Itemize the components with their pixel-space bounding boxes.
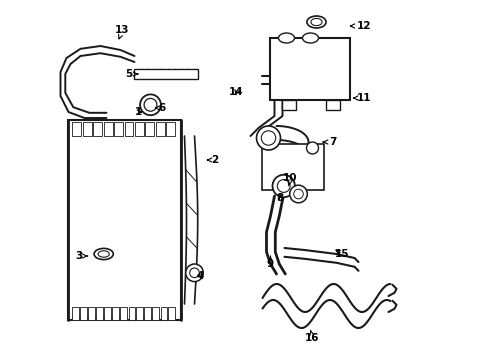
Text: 14: 14: [229, 87, 244, 97]
Ellipse shape: [278, 33, 294, 43]
Bar: [136, 307, 143, 320]
Bar: [93, 122, 102, 136]
Bar: [160, 307, 167, 320]
Bar: [120, 307, 127, 320]
Circle shape: [140, 94, 161, 115]
Text: 11: 11: [353, 93, 371, 103]
Text: 12: 12: [350, 21, 371, 31]
Text: 8: 8: [276, 193, 284, 203]
Text: 3: 3: [75, 251, 87, 261]
Bar: [134, 69, 198, 79]
Circle shape: [289, 185, 306, 203]
Bar: [88, 307, 95, 320]
Bar: [145, 122, 154, 136]
Circle shape: [189, 268, 199, 278]
Ellipse shape: [98, 251, 109, 257]
Bar: [168, 307, 175, 320]
Ellipse shape: [306, 16, 325, 28]
Text: 6: 6: [155, 103, 166, 113]
Bar: [152, 307, 159, 320]
Text: 7: 7: [323, 137, 336, 147]
Bar: [112, 307, 119, 320]
Bar: [262, 144, 324, 190]
Bar: [166, 122, 175, 136]
Bar: [124, 122, 133, 136]
Text: 16: 16: [305, 330, 319, 343]
Ellipse shape: [94, 248, 113, 260]
Bar: [70, 136, 178, 304]
Bar: [128, 307, 135, 320]
Bar: [282, 100, 296, 110]
Bar: [83, 122, 92, 136]
Circle shape: [185, 264, 203, 282]
Bar: [155, 122, 164, 136]
Bar: [144, 307, 151, 320]
Ellipse shape: [310, 18, 322, 26]
Text: 2: 2: [207, 155, 218, 165]
Bar: [68, 120, 180, 320]
Circle shape: [261, 131, 275, 145]
Text: 10: 10: [283, 173, 297, 186]
Circle shape: [272, 175, 294, 197]
Bar: [103, 122, 112, 136]
Circle shape: [256, 126, 280, 150]
Text: 1: 1: [135, 107, 142, 117]
Bar: [72, 307, 79, 320]
Text: 5: 5: [124, 69, 138, 79]
Bar: [72, 122, 81, 136]
Ellipse shape: [302, 33, 318, 43]
Bar: [104, 307, 111, 320]
Circle shape: [144, 98, 157, 111]
Circle shape: [293, 189, 303, 199]
Text: 13: 13: [115, 25, 129, 39]
Text: 15: 15: [335, 249, 349, 259]
Bar: [81, 307, 87, 320]
Bar: [96, 307, 103, 320]
Text: 9: 9: [266, 256, 273, 269]
Circle shape: [306, 142, 318, 154]
Bar: [326, 100, 340, 110]
Bar: [114, 122, 122, 136]
Text: 4: 4: [196, 271, 204, 281]
Bar: [135, 122, 143, 136]
Bar: [270, 38, 350, 100]
Circle shape: [277, 180, 289, 192]
